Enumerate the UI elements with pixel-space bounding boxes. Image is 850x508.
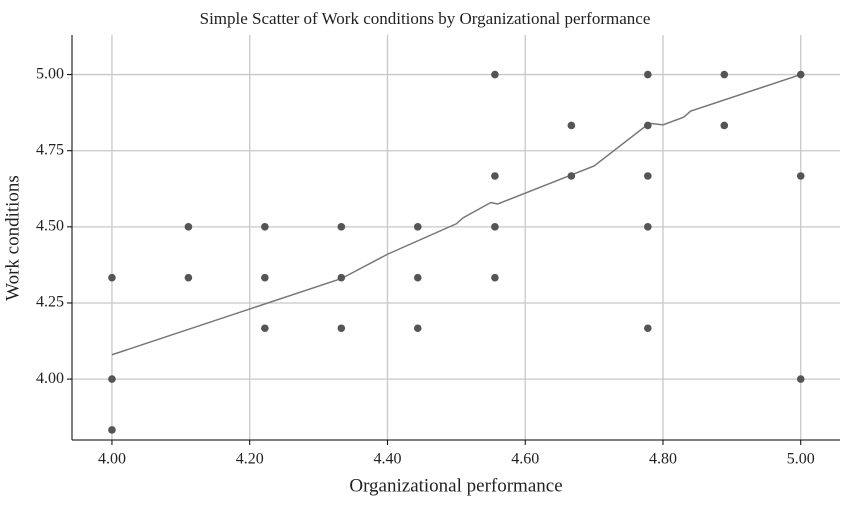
point <box>261 273 269 282</box>
point <box>337 324 346 333</box>
chart-title: Simple Scatter of Work conditions by Org… <box>200 9 651 28</box>
point <box>108 426 116 434</box>
point <box>413 223 422 231</box>
point <box>413 324 422 333</box>
point <box>491 223 499 231</box>
point <box>261 324 269 333</box>
x-tick-label: 4.20 <box>236 451 264 468</box>
x-tick-label: 4.00 <box>98 451 126 468</box>
point <box>261 223 269 231</box>
point <box>567 121 576 130</box>
point <box>644 172 652 180</box>
point <box>644 223 652 231</box>
point <box>796 70 805 79</box>
point <box>720 121 729 130</box>
point <box>796 172 805 180</box>
point <box>337 273 346 282</box>
y-tick-label: 5.00 <box>36 65 64 82</box>
x-tick-label: 4.40 <box>373 451 401 468</box>
fit-line <box>111 73 801 356</box>
point <box>567 172 576 180</box>
point <box>644 70 652 79</box>
point <box>491 172 499 180</box>
y-axis-title: Work conditions <box>2 175 23 301</box>
point <box>108 375 116 383</box>
y-tick-label: 4.00 <box>36 370 64 387</box>
y-tick-label: 4.50 <box>36 218 64 235</box>
point <box>184 223 193 231</box>
point <box>720 70 729 79</box>
x-axis-title: Organizational performance <box>349 475 562 496</box>
point <box>644 324 652 333</box>
point <box>108 273 116 282</box>
x-tick-label: 4.80 <box>649 451 677 468</box>
y-tick-label: 4.75 <box>36 141 64 158</box>
point <box>796 375 805 383</box>
point <box>184 273 193 282</box>
x-tick-label: 5.00 <box>787 451 815 468</box>
point <box>491 70 499 79</box>
point <box>644 121 652 130</box>
x-tick-label: 4.60 <box>511 451 539 468</box>
point <box>413 273 422 282</box>
point <box>337 223 346 231</box>
point <box>491 273 499 282</box>
y-tick-label: 4.25 <box>36 294 64 311</box>
